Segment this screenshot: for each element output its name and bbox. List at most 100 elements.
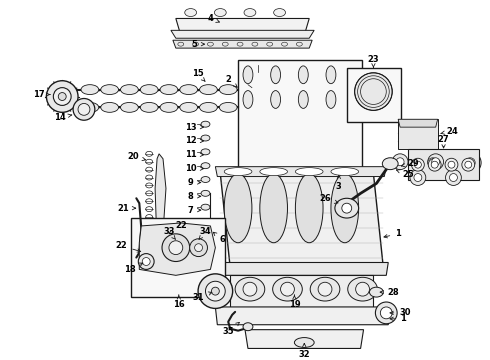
Ellipse shape <box>369 287 383 297</box>
Ellipse shape <box>138 253 154 269</box>
Ellipse shape <box>201 204 210 210</box>
Ellipse shape <box>140 85 158 95</box>
Ellipse shape <box>310 277 340 301</box>
Text: 27: 27 <box>438 135 449 148</box>
Ellipse shape <box>348 277 377 301</box>
Ellipse shape <box>298 91 308 108</box>
Ellipse shape <box>180 85 197 95</box>
Ellipse shape <box>342 203 352 213</box>
Ellipse shape <box>211 287 220 295</box>
Polygon shape <box>220 174 383 267</box>
Text: 32: 32 <box>298 343 310 359</box>
Text: 4: 4 <box>207 14 220 23</box>
Polygon shape <box>245 330 364 348</box>
Ellipse shape <box>428 158 438 168</box>
Polygon shape <box>216 167 386 176</box>
Text: 17: 17 <box>33 90 50 99</box>
Ellipse shape <box>53 87 71 105</box>
Ellipse shape <box>101 103 119 112</box>
Ellipse shape <box>432 158 440 166</box>
Text: 1: 1 <box>390 314 406 323</box>
Bar <box>131 218 225 297</box>
Text: 35: 35 <box>222 322 240 336</box>
Ellipse shape <box>201 121 210 127</box>
Ellipse shape <box>205 281 225 301</box>
Ellipse shape <box>465 161 472 168</box>
Polygon shape <box>155 154 166 248</box>
Ellipse shape <box>58 93 66 100</box>
Ellipse shape <box>356 282 369 296</box>
Text: 25: 25 <box>396 170 414 179</box>
Text: 26: 26 <box>319 194 338 203</box>
Ellipse shape <box>201 135 210 141</box>
Ellipse shape <box>160 103 178 112</box>
Ellipse shape <box>198 274 233 309</box>
Text: 22: 22 <box>116 241 141 252</box>
Bar <box>238 60 362 179</box>
Ellipse shape <box>160 85 178 95</box>
Text: 19: 19 <box>289 295 300 310</box>
Ellipse shape <box>428 158 441 171</box>
Text: 13: 13 <box>185 123 203 132</box>
Ellipse shape <box>180 103 197 112</box>
Ellipse shape <box>375 302 397 324</box>
Ellipse shape <box>140 103 158 112</box>
Ellipse shape <box>331 174 359 243</box>
Ellipse shape <box>243 91 253 108</box>
Ellipse shape <box>162 234 190 261</box>
Ellipse shape <box>410 170 426 185</box>
Ellipse shape <box>199 85 218 95</box>
Ellipse shape <box>81 85 99 95</box>
Text: 11: 11 <box>185 150 203 159</box>
Ellipse shape <box>243 282 257 296</box>
Ellipse shape <box>199 103 218 112</box>
Polygon shape <box>398 119 438 149</box>
Text: 12: 12 <box>185 136 203 145</box>
Text: 22: 22 <box>169 221 187 234</box>
Bar <box>347 68 401 122</box>
Ellipse shape <box>101 85 119 95</box>
Text: 14: 14 <box>54 113 72 122</box>
Ellipse shape <box>326 66 336 84</box>
Ellipse shape <box>260 168 288 176</box>
Ellipse shape <box>220 103 237 112</box>
Ellipse shape <box>273 9 286 17</box>
Ellipse shape <box>260 174 288 243</box>
Ellipse shape <box>294 338 314 347</box>
Text: 5: 5 <box>192 40 204 49</box>
Text: 31: 31 <box>193 292 212 302</box>
Ellipse shape <box>412 158 424 171</box>
Text: 6: 6 <box>213 232 225 244</box>
Text: 34: 34 <box>199 228 211 239</box>
Ellipse shape <box>331 168 359 176</box>
Polygon shape <box>230 275 373 307</box>
Ellipse shape <box>235 277 265 301</box>
Ellipse shape <box>142 257 150 265</box>
Polygon shape <box>398 119 438 127</box>
Text: 33: 33 <box>163 228 175 239</box>
Ellipse shape <box>448 161 455 168</box>
Ellipse shape <box>380 307 392 319</box>
Text: 3: 3 <box>336 175 342 191</box>
Ellipse shape <box>201 176 210 183</box>
Ellipse shape <box>431 161 438 168</box>
Ellipse shape <box>460 152 481 174</box>
Polygon shape <box>173 40 312 48</box>
Ellipse shape <box>272 277 302 301</box>
Text: 9: 9 <box>188 178 201 187</box>
Ellipse shape <box>445 170 462 185</box>
Ellipse shape <box>214 9 226 17</box>
Ellipse shape <box>224 174 252 243</box>
Text: 29: 29 <box>401 159 419 168</box>
Polygon shape <box>216 262 388 275</box>
Ellipse shape <box>281 282 294 296</box>
Ellipse shape <box>382 158 398 170</box>
Ellipse shape <box>201 149 210 155</box>
Text: 30: 30 <box>390 309 411 318</box>
Ellipse shape <box>445 158 458 171</box>
Ellipse shape <box>78 103 90 115</box>
Polygon shape <box>171 30 314 38</box>
Ellipse shape <box>355 73 392 111</box>
Polygon shape <box>139 223 216 275</box>
Text: 18: 18 <box>123 263 143 274</box>
